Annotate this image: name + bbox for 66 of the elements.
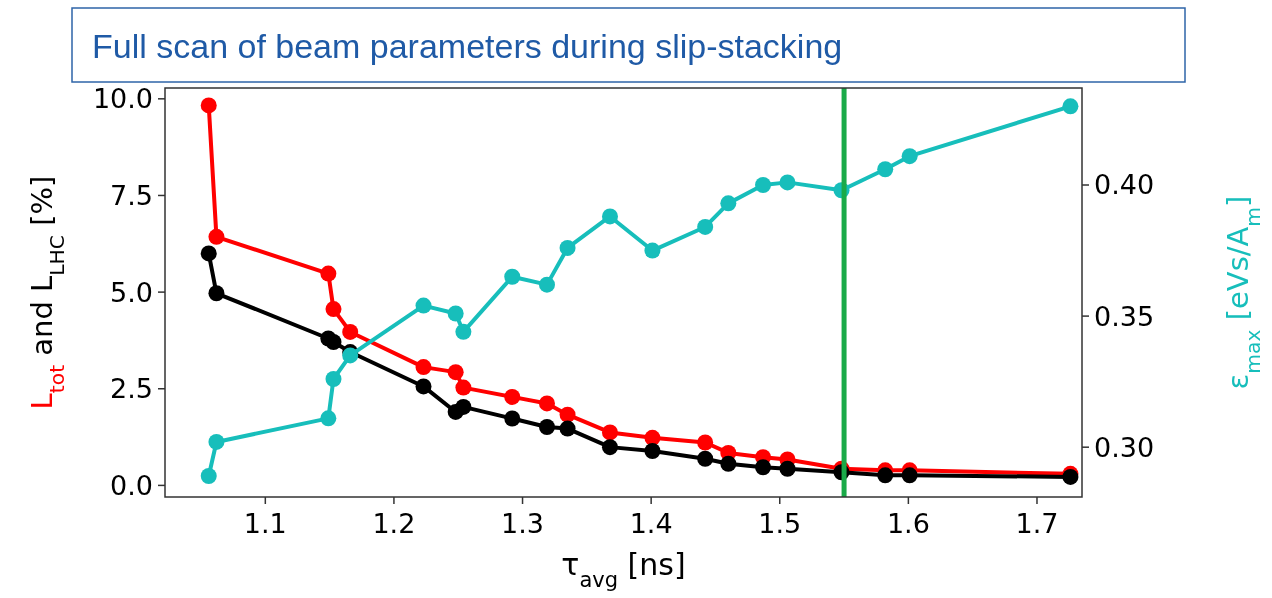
x-tick-label: 1.6 xyxy=(886,508,930,539)
point xyxy=(901,467,918,484)
point xyxy=(504,410,521,427)
point xyxy=(559,420,576,437)
point xyxy=(447,305,464,322)
point xyxy=(325,301,342,318)
point xyxy=(504,268,521,285)
point xyxy=(559,239,576,256)
y-tick-label: 10.0 xyxy=(92,83,153,115)
point xyxy=(901,148,918,165)
x-tick-label: 1.1 xyxy=(243,508,287,539)
point xyxy=(602,208,618,225)
point xyxy=(455,379,472,396)
chart-title: Full scan of beam parameters during slip-stacking xyxy=(92,27,843,65)
point xyxy=(1062,98,1079,115)
point xyxy=(602,439,618,456)
point xyxy=(559,406,576,423)
point xyxy=(644,429,661,446)
point xyxy=(538,395,555,412)
x-tick-label: 1.4 xyxy=(629,508,673,539)
point xyxy=(720,195,737,212)
x-tick-label: 1.2 xyxy=(372,508,416,539)
point xyxy=(325,371,342,388)
point xyxy=(415,378,432,395)
point xyxy=(644,443,661,459)
point xyxy=(877,161,894,178)
point xyxy=(342,323,359,340)
point xyxy=(538,276,555,293)
point xyxy=(697,218,714,235)
point xyxy=(455,398,472,415)
point xyxy=(697,450,714,467)
point xyxy=(720,455,737,472)
point xyxy=(200,97,217,114)
point xyxy=(200,245,217,262)
point xyxy=(455,323,472,340)
y2-tick-label: 0.35 xyxy=(1094,300,1155,332)
point xyxy=(755,459,772,476)
x-tick-label: 1.7 xyxy=(1015,508,1059,539)
x-tick-label: 1.5 xyxy=(758,508,802,539)
point xyxy=(538,419,555,436)
point xyxy=(779,174,796,191)
y2-tick-label: 0.30 xyxy=(1094,431,1155,463)
point xyxy=(602,424,618,441)
point xyxy=(200,468,217,485)
point xyxy=(779,460,796,477)
point xyxy=(208,228,225,245)
y-tick-label: 7.5 xyxy=(110,179,153,211)
point xyxy=(320,410,337,427)
x-axis-title: τ$_{avg}$ [ns] xyxy=(561,547,686,592)
y-tick-label: 5.0 xyxy=(110,276,153,308)
point xyxy=(697,434,714,451)
point xyxy=(325,333,342,350)
x-tick-label: 1.3 xyxy=(501,508,545,539)
point xyxy=(504,388,521,405)
point xyxy=(447,364,464,381)
point xyxy=(755,177,772,194)
y-tick-label: 2.5 xyxy=(110,373,153,405)
point xyxy=(208,433,225,450)
point xyxy=(320,265,337,282)
point xyxy=(415,297,432,314)
y2-tick-label: 0.40 xyxy=(1094,169,1155,201)
point xyxy=(208,285,225,302)
point xyxy=(877,467,894,484)
point xyxy=(415,359,432,376)
y-tick-label: 0.0 xyxy=(110,469,153,501)
point xyxy=(644,242,661,259)
